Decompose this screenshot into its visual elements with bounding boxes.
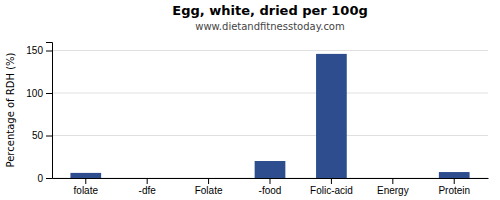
y-tick-label: 100 bbox=[26, 88, 43, 99]
bars bbox=[70, 54, 469, 178]
x-tick-label: Folate bbox=[195, 185, 223, 196]
y-tick: 0 bbox=[37, 173, 52, 184]
x-tick-label: -dfe bbox=[139, 185, 157, 196]
bar bbox=[255, 161, 286, 178]
bar bbox=[316, 54, 347, 178]
x-tick: folate bbox=[74, 178, 99, 196]
x-tick-label: Folic-acid bbox=[310, 185, 353, 196]
grid-line bbox=[52, 135, 488, 136]
plot: 0 50 100 150 folate -dfe Folate -food Folic-acid… bbox=[26, 43, 488, 197]
x-tick-label: Energy bbox=[377, 185, 409, 196]
x-tick-mark bbox=[392, 178, 393, 184]
y-tick-label: 50 bbox=[32, 130, 44, 141]
y-axis: 0 50 100 150 bbox=[26, 43, 52, 184]
x-tick: Folic-acid bbox=[310, 178, 353, 196]
x-tick: Protein bbox=[438, 178, 470, 196]
bar bbox=[132, 178, 163, 179]
x-tick-label: Protein bbox=[438, 185, 470, 196]
y-tick-label: 0 bbox=[37, 173, 43, 184]
y-tick-mark bbox=[46, 178, 52, 179]
y-tick: 100 bbox=[26, 88, 52, 99]
y-tick-mark bbox=[46, 51, 52, 52]
x-tick-mark bbox=[270, 178, 271, 184]
y-axis-line bbox=[46, 43, 53, 179]
grid-line bbox=[52, 50, 488, 51]
x-tick: -food bbox=[259, 178, 282, 196]
x-tick-mark bbox=[147, 178, 148, 184]
x-tick-label: folate bbox=[74, 185, 99, 196]
bar bbox=[439, 172, 470, 178]
x-tick-mark bbox=[454, 178, 455, 184]
y-tick-mark bbox=[46, 136, 52, 137]
title: Egg, white, dried per 100g bbox=[172, 3, 368, 18]
bar bbox=[377, 178, 408, 179]
x-axis: folate -dfe Folate -food Folic-acid Energy Pro… bbox=[53, 178, 489, 196]
subtitle: www.dietandfitnesstoday.com bbox=[195, 21, 344, 32]
x-tick-label: -food bbox=[259, 185, 282, 196]
y-tick: 50 bbox=[32, 130, 52, 141]
x-tick: Energy bbox=[377, 178, 409, 196]
x-tick-mark bbox=[208, 178, 209, 184]
bar bbox=[70, 173, 101, 178]
grid bbox=[52, 51, 488, 179]
y-tick: 150 bbox=[26, 45, 52, 56]
y-tick-label: 150 bbox=[26, 45, 43, 56]
y-tick-mark bbox=[46, 93, 52, 94]
chart-container: Egg, white, dried per 100g www.dietandfit… bbox=[0, 0, 500, 200]
x-tick-mark bbox=[85, 178, 86, 184]
x-tick-mark bbox=[331, 178, 332, 184]
y-axis-title: Percentage of RDH (%) bbox=[5, 52, 16, 167]
x-tick: Folate bbox=[195, 178, 223, 196]
bar bbox=[193, 178, 224, 179]
chart-svg: Egg, white, dried per 100g www.dietandfit… bbox=[0, 0, 500, 200]
grid-line bbox=[52, 93, 488, 94]
x-tick: -dfe bbox=[139, 178, 157, 196]
